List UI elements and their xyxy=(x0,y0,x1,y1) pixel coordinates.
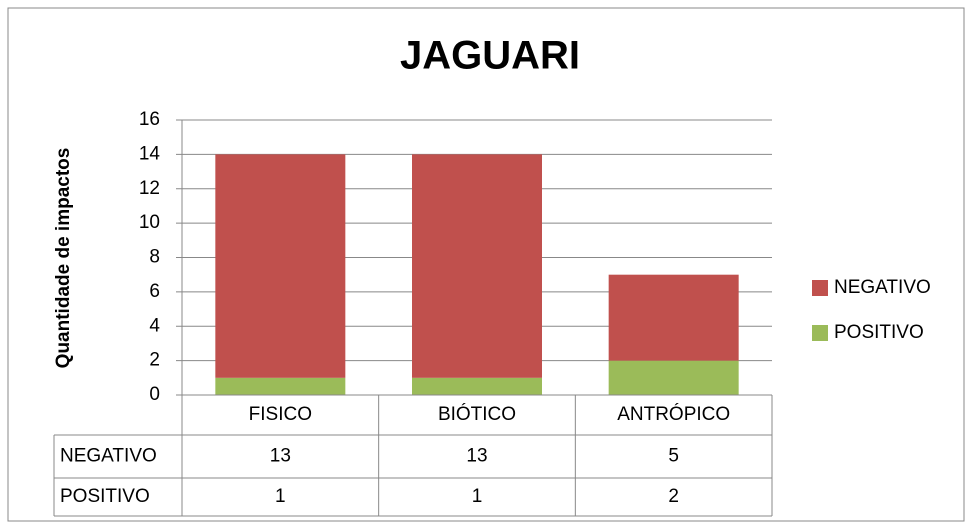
legend-swatch xyxy=(812,325,828,341)
y-axis-label: Quantidade de impactos xyxy=(53,148,74,369)
bar-segment xyxy=(215,154,346,378)
x-tick-label: ANTRÓPICO xyxy=(617,403,730,425)
y-tick-label: 12 xyxy=(139,178,160,199)
bar-segment xyxy=(608,274,739,361)
y-tick-label: 0 xyxy=(149,384,160,405)
legend-label: NEGATIVO xyxy=(834,277,931,298)
y-tick-label: 10 xyxy=(139,212,160,233)
bar-segment xyxy=(608,360,739,395)
bar-segment xyxy=(215,377,346,395)
y-tick-label: 6 xyxy=(149,281,160,302)
table-cell: 13 xyxy=(270,446,291,467)
table-cell: 5 xyxy=(668,446,679,467)
y-tick-label: 4 xyxy=(149,315,160,336)
legend-swatch xyxy=(812,280,828,296)
table-cell: 2 xyxy=(668,486,679,507)
table-cell: 13 xyxy=(466,446,487,467)
table-row-label: NEGATIVO xyxy=(60,446,157,467)
y-tick-label: 14 xyxy=(139,143,161,164)
y-tick-label: 16 xyxy=(139,109,160,130)
x-tick-label: BIÓTICO xyxy=(438,403,516,425)
table-cell: 1 xyxy=(472,486,483,507)
table-cell: 1 xyxy=(275,486,286,507)
y-tick-label: 8 xyxy=(149,247,160,268)
chart-title: JAGUARI xyxy=(400,34,580,78)
legend-label: POSITIVO xyxy=(834,322,924,343)
bar-segment xyxy=(412,377,542,395)
x-tick-label: FISICO xyxy=(249,404,312,425)
y-tick-label: 2 xyxy=(149,350,160,371)
bar-segment xyxy=(412,154,542,378)
table-row-label: POSITIVO xyxy=(60,486,150,507)
